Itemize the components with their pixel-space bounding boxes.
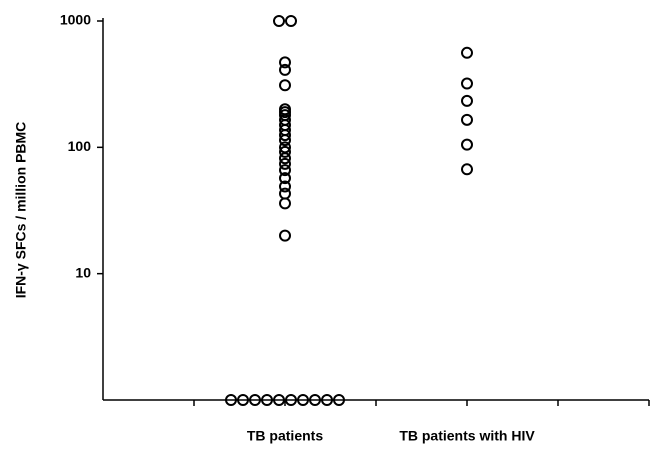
point [461,94,473,107]
x-tick-label: TB patients with HIV [399,428,535,444]
point [279,172,291,185]
point [461,77,473,90]
point [273,394,285,406]
point [279,56,291,69]
point [279,187,291,200]
point [285,394,297,406]
point [279,180,291,193]
point [285,15,297,27]
point [279,103,291,116]
point [321,394,333,406]
point [279,157,291,170]
point [261,394,273,406]
point [461,46,473,59]
point [237,394,249,406]
point [279,63,291,76]
y-tick-label: 1000 [60,12,91,28]
point [279,141,291,154]
point [461,138,473,151]
y-tick-label: 100 [68,138,92,154]
point [279,164,291,177]
y-tick-label: 10 [75,264,91,280]
point [297,394,309,406]
y-axis-label: IFN-γ SFCs / million PBMC [13,122,29,299]
point [461,113,473,126]
point [279,229,291,242]
point [309,394,321,406]
point [273,15,285,27]
point [225,394,237,406]
point [279,79,291,92]
point [279,145,291,158]
x-tick-label: TB patients [247,428,323,444]
point [333,394,345,406]
point [461,163,473,176]
point [279,197,291,210]
point [249,394,261,406]
